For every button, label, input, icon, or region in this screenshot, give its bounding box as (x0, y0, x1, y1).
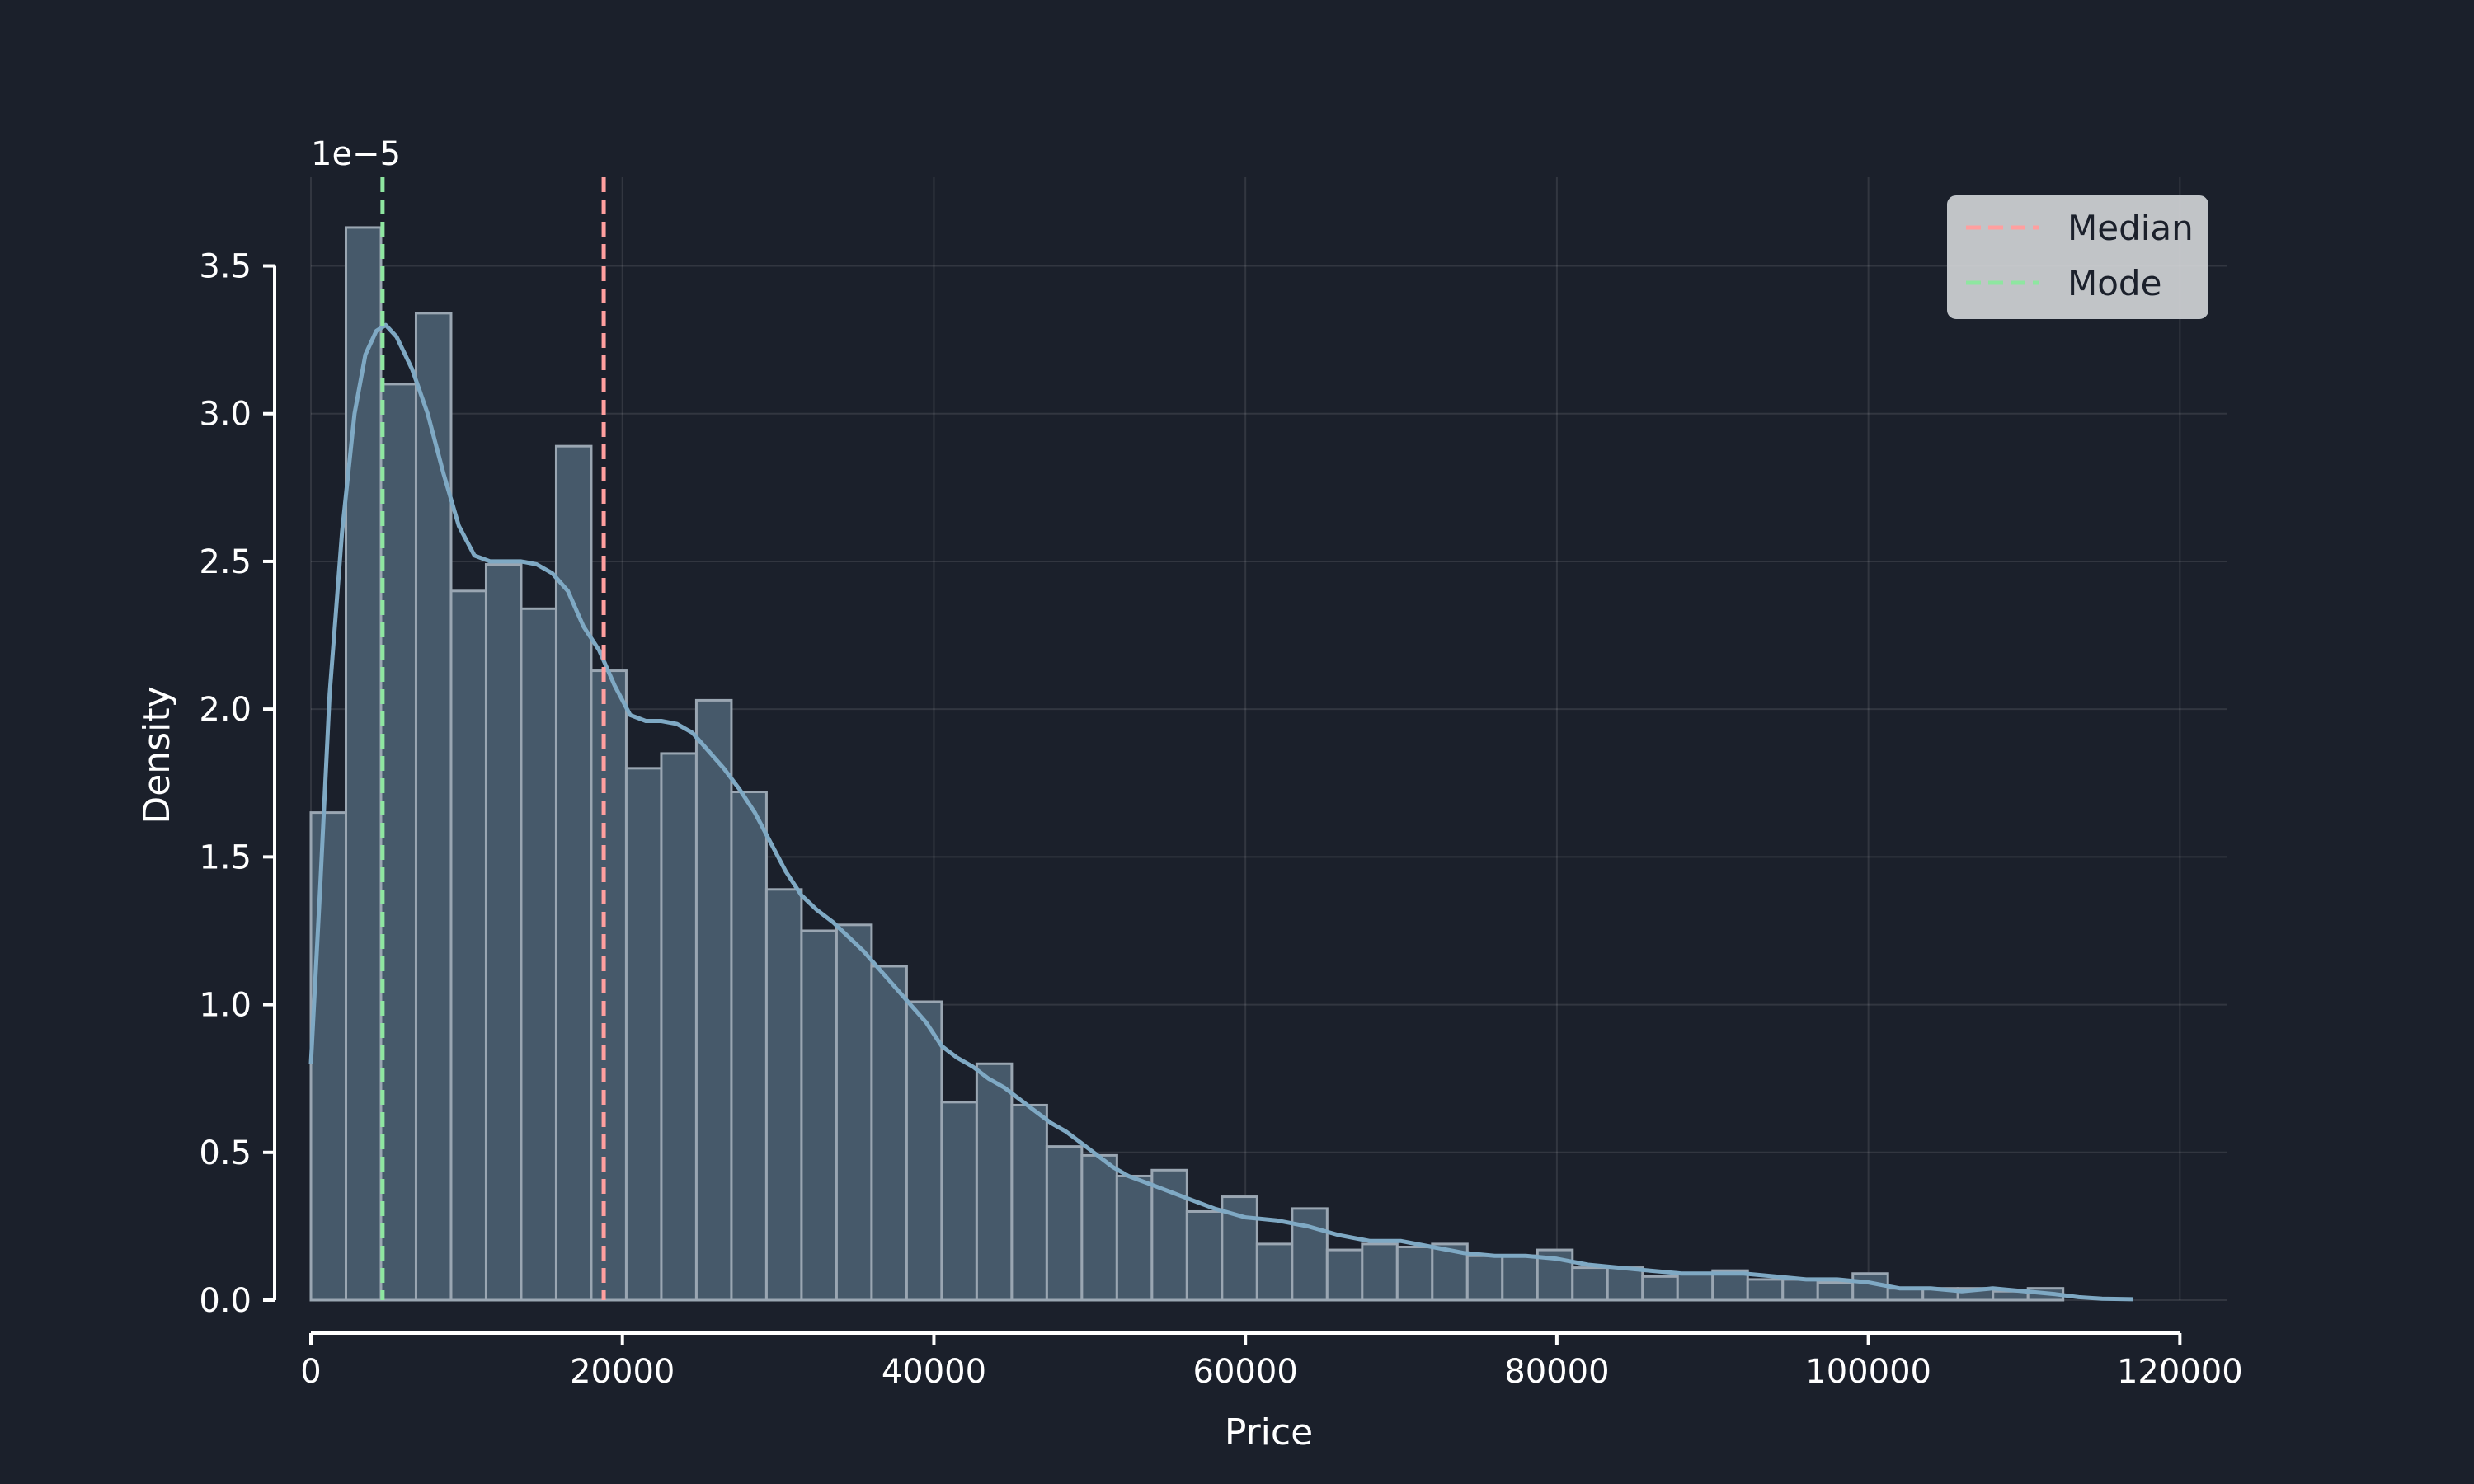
y-axis-title: Density (136, 686, 178, 824)
density-curve (308, 322, 2133, 1302)
y-tick-label: 3.5 (199, 248, 252, 286)
histogram-bar (1395, 1245, 1434, 1302)
histogram-bar (1045, 1145, 1084, 1302)
x-tick-label: 20000 (570, 1353, 675, 1391)
y-tick-label: 3.0 (199, 396, 252, 434)
histogram-bar (414, 312, 453, 1302)
x-tick-label: 60000 (1193, 1353, 1298, 1391)
x-axis-title: Price (1225, 1411, 1313, 1453)
histogram-bar (1291, 1207, 1329, 1302)
histogram-bar (1816, 1280, 1855, 1302)
reference-lines (380, 177, 606, 1300)
legend: Median Mode (1947, 195, 2208, 319)
histogram-bar (1115, 1174, 1154, 1302)
y-tick-label: 0.0 (199, 1282, 252, 1320)
y-tick-label: 1.0 (199, 987, 252, 1025)
histogram-bar (975, 1062, 1014, 1302)
histogram-bar (1185, 1209, 1224, 1302)
y-tick-label: 0.5 (199, 1134, 252, 1172)
histogram-bar (1641, 1275, 1679, 1302)
x-tick-label: 80000 (1504, 1353, 1609, 1391)
x-tick-label: 120000 (2117, 1353, 2243, 1391)
histogram-bar (1361, 1242, 1399, 1302)
histogram-bar (1080, 1153, 1118, 1302)
histogram-bar (1746, 1278, 1785, 1302)
y-tick-label: 2.5 (199, 543, 252, 581)
histogram-bar (1010, 1103, 1048, 1302)
histogram-bar (694, 698, 733, 1302)
histogram-bar (1325, 1248, 1364, 1302)
y-offset-label: 1e−5 (311, 135, 401, 173)
histogram-bar (1781, 1278, 1819, 1302)
y-tick-label: 2.0 (199, 691, 252, 729)
histogram-bar (379, 383, 417, 1302)
histogram-bar (1501, 1254, 1539, 1302)
median-legend-label: Median (2067, 208, 2194, 248)
histogram-bar (660, 752, 698, 1302)
histogram-bar (730, 791, 768, 1302)
histogram-bar (800, 929, 838, 1302)
axes: 0.0 0.5 1.0 1.5 2.0 2.5 3.0 3.5 0 20000 40000 60000… (199, 248, 2242, 1391)
histogram-bar (449, 589, 487, 1302)
histogram-bar (835, 923, 873, 1302)
histogram-bar (764, 888, 803, 1302)
histogram-bar (309, 811, 347, 1302)
density-curve-group (308, 322, 2133, 1302)
histogram-bar (1676, 1272, 1714, 1302)
histogram-bar (1606, 1266, 1644, 1302)
histogram-bar (940, 1101, 978, 1302)
histogram-bar (344, 226, 383, 1302)
histogram-bar (1255, 1242, 1294, 1302)
histogram-bar (484, 563, 523, 1302)
mode-legend-label: Mode (2067, 263, 2161, 303)
y-tick-label: 1.5 (199, 838, 252, 876)
histogram-bar (1571, 1266, 1609, 1302)
histogram-bar (554, 444, 593, 1302)
histogram-bar (905, 1000, 943, 1302)
histogram-bar (870, 965, 908, 1302)
x-tick-label: 0 (300, 1353, 321, 1391)
x-tick-label: 100000 (1805, 1353, 1931, 1391)
histogram-bar (520, 607, 557, 1302)
histogram-bar (624, 767, 663, 1302)
x-tick-label: 40000 (882, 1353, 986, 1391)
histogram-bar (590, 669, 628, 1302)
histogram-bar (1465, 1254, 1504, 1302)
